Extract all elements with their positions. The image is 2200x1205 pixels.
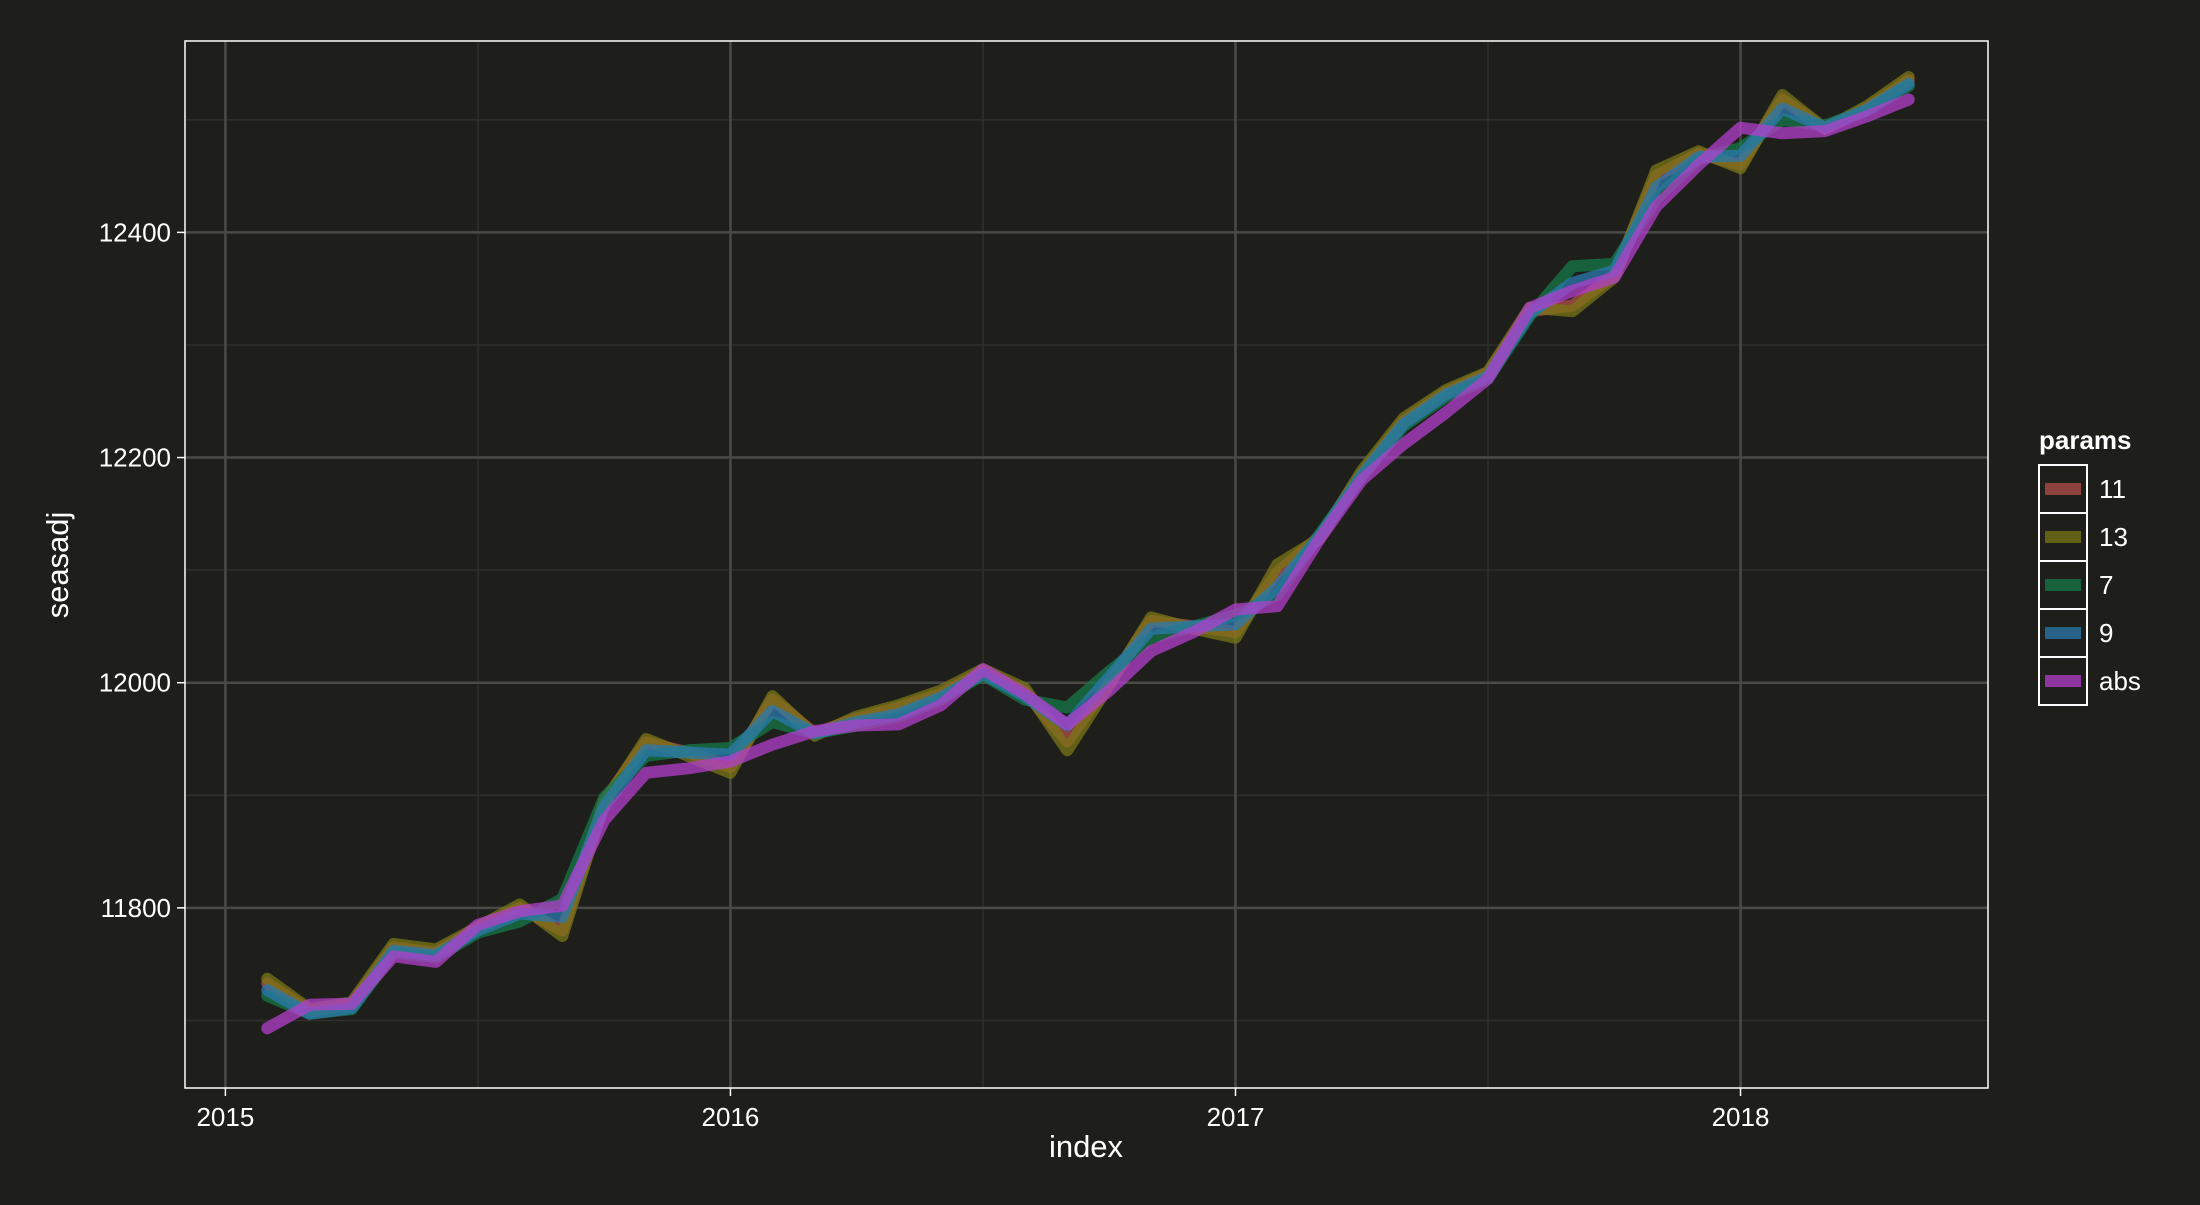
legend-items: 11 13 7 9 abs	[2038, 464, 2141, 706]
y-axis-title: seasadj	[40, 512, 75, 619]
y-tick-label: 12400	[99, 217, 171, 247]
legend-label: 7	[2099, 570, 2113, 600]
x-tick-label: 2015	[196, 1102, 254, 1132]
minor-gridlines	[185, 41, 1988, 1088]
series-lines	[261, 71, 1915, 1035]
y-tick-label: 12200	[99, 443, 171, 473]
legend-title: params	[2039, 425, 2132, 455]
y-axis-ticks: 11800 12000 12200 12400	[99, 217, 185, 923]
legend-label: 11	[2099, 474, 2126, 504]
x-axis-title: index	[1049, 1129, 1124, 1164]
legend-label: abs	[2099, 666, 2141, 696]
x-axis-ticks: 2015 2016 2017 2018	[196, 1088, 1769, 1132]
x-tick-label: 2017	[1207, 1102, 1265, 1132]
x-tick-label: 2018	[1712, 1102, 1770, 1132]
major-gridlines	[185, 41, 1988, 1088]
y-tick-label: 11800	[101, 893, 171, 923]
legend-label: 13	[2099, 522, 2128, 552]
plot-border	[184, 40, 1989, 1089]
x-tick-label: 2016	[702, 1102, 760, 1132]
legend: params 11 13 7 9 abs	[2038, 425, 2141, 706]
series-line-abs	[261, 93, 1915, 1035]
legend-label: 9	[2099, 618, 2113, 648]
plot-background	[185, 41, 1988, 1088]
y-tick-label: 12000	[99, 668, 171, 698]
